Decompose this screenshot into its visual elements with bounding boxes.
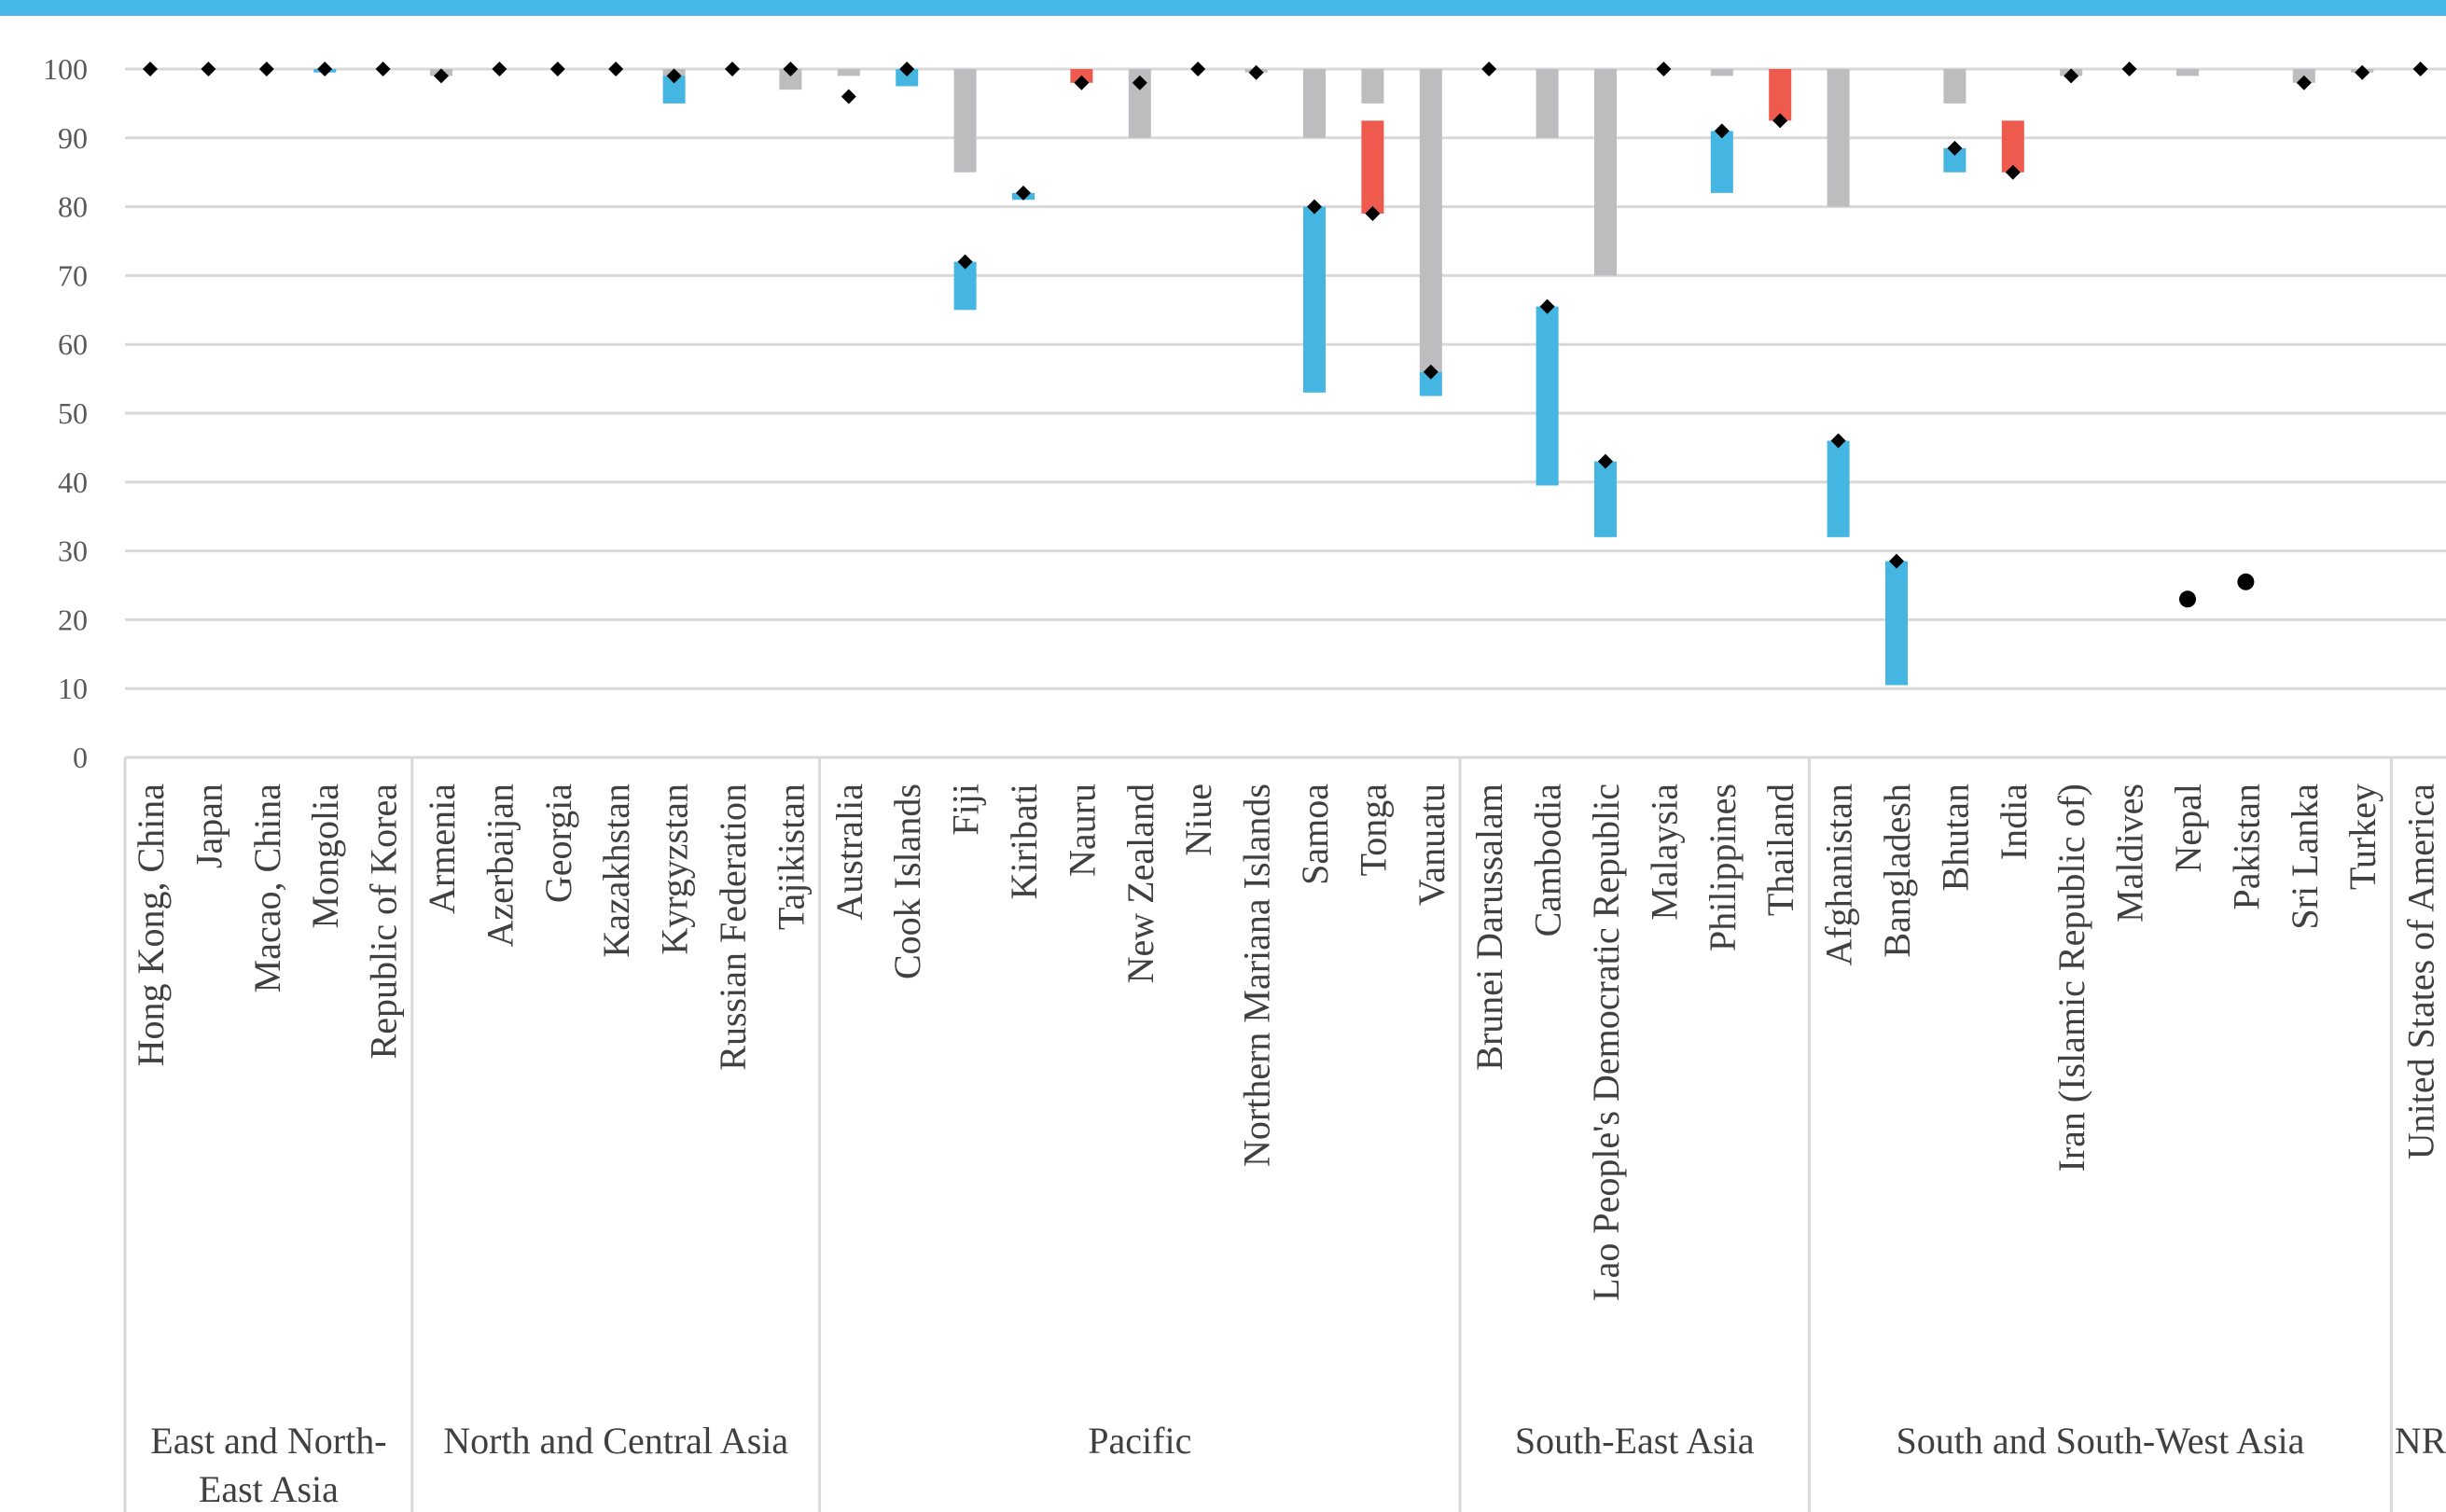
category-label: Northern Mariana Islands [1236, 784, 1278, 1167]
value-marker [550, 62, 565, 76]
bar [2176, 69, 2199, 76]
bar [1828, 69, 1850, 207]
group-label: Pacific [1088, 1420, 1191, 1462]
category-label: Nauru [1061, 784, 1103, 877]
value-marker [259, 62, 274, 76]
y-tick-label: 50 [58, 396, 88, 430]
value-marker [2355, 65, 2370, 80]
y-tick-label: 80 [58, 190, 88, 224]
bar [1943, 69, 1966, 104]
value-marker-circle [2179, 590, 2196, 607]
category-label: Hong Kong, China [130, 784, 172, 1067]
category-label: Philippines [1702, 784, 1744, 951]
value-marker [2413, 62, 2428, 76]
increase-segment [1885, 562, 1908, 686]
increase-segment [1828, 441, 1850, 537]
category-label: Tajikistan [770, 784, 812, 930]
bar [954, 69, 977, 173]
decrease-segment [1769, 69, 1791, 120]
value-marker [1656, 62, 1671, 76]
category-label: Samoa [1294, 784, 1336, 885]
category-label: Malaysia [1643, 784, 1685, 921]
bar [838, 69, 860, 76]
value-marker [1481, 62, 1496, 76]
category-label: Macao, China [246, 784, 288, 993]
group-label: East and North- [150, 1420, 386, 1462]
bar [1303, 69, 1326, 138]
category-label: Georgia [537, 784, 579, 903]
category-label: Bhutan [1934, 784, 1976, 892]
category-label: Kazakhstan [595, 784, 637, 958]
value-marker [608, 62, 623, 76]
category-label: Republic of Korea [363, 784, 405, 1060]
group-label: South-East Asia [1515, 1420, 1755, 1462]
decrease-segment [1361, 120, 1383, 214]
value-marker [1190, 62, 1205, 76]
y-tick-label: 70 [58, 258, 88, 292]
bar [1361, 69, 1383, 104]
increase-segment [1594, 462, 1617, 537]
y-tick-label: 30 [58, 534, 88, 568]
category-label: Pakistan [2225, 784, 2267, 910]
category-label: Mongolia [304, 784, 346, 929]
category-label: Cambodia [1527, 784, 1569, 937]
category-label: Kiribati [1003, 784, 1045, 899]
value-marker [201, 62, 215, 76]
y-tick-label: 10 [58, 672, 88, 705]
y-tick-label: 60 [58, 327, 88, 361]
category-label: Vanuatu [1411, 784, 1452, 906]
y-tick-label: 20 [58, 603, 88, 636]
group-label: East Asia [199, 1468, 339, 1510]
value-marker [376, 62, 391, 76]
category-label: Bangladesh [1876, 784, 1918, 958]
category-label: Afghanistan [1818, 784, 1860, 966]
y-tick-label: 0 [73, 741, 88, 774]
category-label: New Zealand [1119, 784, 1161, 983]
category-label: Azerbaijan [479, 784, 521, 947]
category-label: Turkey [2342, 784, 2383, 890]
category-label: Armenia [421, 784, 463, 914]
category-label: Tonga [1352, 784, 1394, 877]
category-label: Thailand [1759, 784, 1801, 916]
group-label: NR [2395, 1420, 2446, 1462]
value-marker-circle [2237, 574, 2254, 590]
category-label: Sri Lanka [2284, 784, 2326, 930]
increase-segment [1711, 131, 1733, 192]
category-label: Iran (Islamic Republic of) [2050, 784, 2092, 1172]
category-label: Niue [1177, 784, 1219, 856]
decrease-segment [2002, 120, 2024, 172]
bar [1536, 69, 1559, 138]
category-label: Brunei Darussalam [1468, 784, 1510, 1071]
group-label: North and Central Asia [443, 1420, 788, 1462]
value-marker [492, 62, 507, 76]
increase-segment [1303, 207, 1326, 393]
group-label: South and South-West Asia [1896, 1420, 2304, 1462]
y-tick-label: 40 [58, 465, 88, 499]
category-label: Russian Federation [712, 784, 754, 1071]
value-marker [1249, 65, 1264, 80]
value-marker [317, 62, 332, 76]
category-label: Nepal [2167, 784, 2209, 873]
y-tick-label: 100 [43, 52, 88, 86]
bar [1420, 69, 1442, 372]
value-marker [143, 62, 158, 76]
bar [1711, 69, 1733, 76]
category-label: Australia [828, 784, 870, 921]
category-label: Kyrgyzstan [654, 784, 696, 955]
category-label: United States of America [2400, 784, 2442, 1159]
bar [1594, 69, 1617, 275]
category-label: Cook Islands [886, 784, 928, 979]
category-label: India [1993, 784, 2035, 860]
value-marker [2122, 62, 2137, 76]
category-label: Japan [188, 784, 229, 868]
increase-segment [1536, 307, 1559, 486]
y-tick-label: 90 [58, 121, 88, 155]
category-label: Lao People's Democratic Republic [1585, 784, 1627, 1301]
value-marker [841, 90, 856, 104]
value-marker [725, 62, 740, 76]
category-label: Maldives [2109, 784, 2151, 922]
category-label: Fiji [945, 784, 987, 836]
